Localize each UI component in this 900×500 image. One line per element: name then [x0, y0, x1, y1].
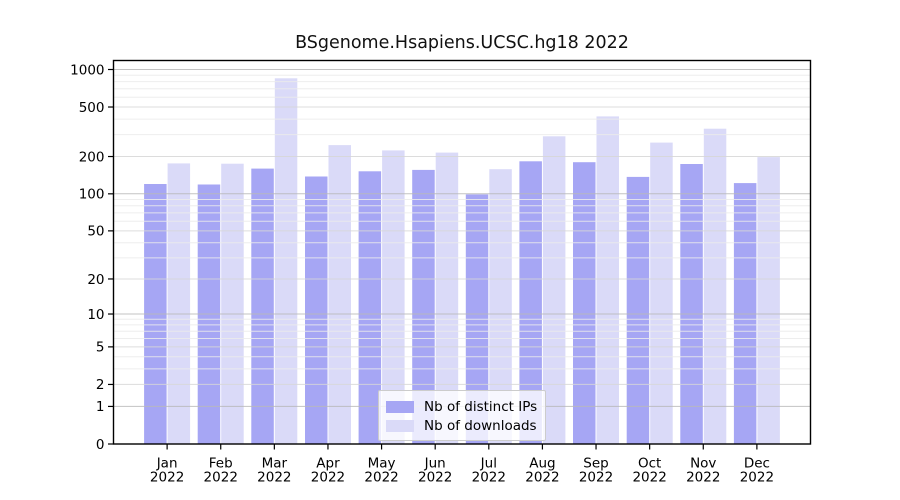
x-tick-label-year: 2022	[418, 470, 452, 486]
y-tick-label: 200	[79, 149, 105, 165]
bar-ips-jun	[412, 169, 435, 444]
x-tick-label-year: 2022	[525, 470, 559, 486]
x-tick-label-month: Jun	[424, 456, 446, 472]
chart-title: BSgenome.Hsapiens.UCSC.hg18 2022	[295, 33, 629, 53]
bar-ips-aug	[519, 161, 542, 445]
bar-downloads-apr	[328, 145, 351, 444]
bar-downloads-jun	[435, 152, 459, 444]
legend-swatch-distinct-ips	[386, 400, 414, 413]
bar-downloads-oct	[650, 142, 673, 444]
bar-downloads-jul	[489, 169, 512, 444]
bar-downloads-nov	[703, 128, 727, 444]
plot-border	[112, 59, 812, 445]
y-tick-label: 20	[87, 272, 104, 288]
x-tick-label-month: Jul	[480, 456, 497, 472]
y-tick-label: 0	[96, 437, 105, 453]
y-tick-label: 100	[79, 187, 105, 203]
bar-downloads-feb	[221, 163, 244, 444]
bar-ips-mar	[251, 168, 274, 444]
legend-item: Nb of distinct IPs	[386, 398, 545, 415]
x-tick-label-year: 2022	[257, 470, 291, 486]
bar-downloads-jan	[167, 163, 191, 444]
bar-ips-may	[358, 171, 382, 445]
y-tick-label: 50	[87, 224, 104, 240]
x-tick-label-month: Oct	[638, 456, 661, 472]
x-tick-label-year: 2022	[311, 470, 345, 486]
bar-downloads-may	[382, 150, 405, 444]
legend-item: Nb of downloads	[386, 417, 545, 434]
y-tick-label: 1	[96, 399, 105, 415]
legend-label: Nb of downloads	[424, 417, 537, 434]
y-tick-label: 10	[87, 307, 104, 323]
bar-ips-apr	[305, 176, 328, 444]
x-tick-label-month: Mar	[262, 456, 288, 472]
axes-layer: 01251020501002005001000Jan2022Feb2022Mar…	[70, 59, 812, 486]
x-tick-label-month: Aug	[529, 456, 555, 472]
legend: Nb of distinct IPs Nb of downloads	[378, 390, 546, 441]
x-tick-label-year: 2022	[686, 470, 720, 486]
x-tick-label-year: 2022	[472, 470, 506, 486]
bar-downloads-sep	[596, 116, 619, 445]
x-tick-label-year: 2022	[740, 470, 774, 486]
legend-swatch-downloads	[386, 419, 414, 432]
y-tick-label: 500	[79, 100, 105, 116]
y-tick-label: 1000	[70, 62, 104, 78]
x-tick-label-year: 2022	[150, 470, 184, 486]
x-tick-label-year: 2022	[364, 470, 398, 486]
x-tick-label-year: 2022	[632, 470, 666, 486]
x-tick-label-month: Nov	[690, 456, 716, 472]
x-tick-label-year: 2022	[204, 470, 238, 486]
bar-downloads-aug	[542, 136, 566, 445]
x-tick-label-month: Apr	[316, 456, 340, 472]
legend-label: Nb of distinct IPs	[424, 398, 538, 415]
x-tick-label-month: Feb	[209, 456, 233, 472]
x-tick-label-year: 2022	[579, 470, 613, 486]
x-tick-label-month: Jan	[156, 456, 178, 472]
bar-ips-sep	[573, 162, 596, 444]
y-tick-label: 5	[96, 340, 105, 356]
bar-downloads-mar	[274, 78, 298, 445]
x-tick-label-month: May	[368, 456, 396, 472]
bar-downloads-dec	[757, 157, 780, 444]
y-tick-label: 2	[96, 377, 105, 393]
bar-ips-oct	[626, 176, 650, 444]
x-tick-label-month: Sep	[583, 456, 608, 472]
bar-ips-nov	[680, 164, 703, 444]
x-tick-label-month: Dec	[744, 456, 770, 472]
grid-layer	[113, 69, 811, 407]
